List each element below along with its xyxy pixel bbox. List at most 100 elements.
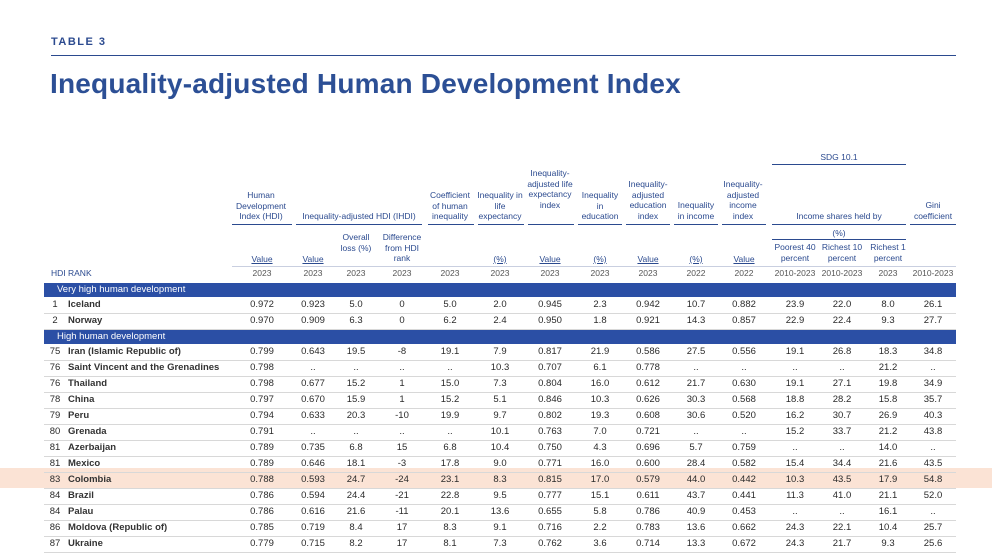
row-cell: 9.3: [881, 315, 895, 326]
row-cell: 26.8: [832, 346, 852, 357]
year-label: 2023: [490, 268, 510, 278]
row-cell: 26.9: [878, 410, 898, 421]
row-cell: 18.1: [346, 458, 366, 469]
row-cell: 21.9: [590, 346, 610, 357]
row-cell: 17: [396, 522, 408, 533]
row-cell: 0.646: [301, 458, 325, 469]
row-cell: 0.779: [250, 538, 274, 549]
row-cell: 10.7: [686, 299, 706, 310]
row-cell: 0.909: [301, 315, 325, 326]
row-cell: 0.857: [732, 315, 756, 326]
table-row: 84 Brazil 0.786 0.594 24.4 -21 22.8 9.5 0.777 15.…: [0, 488, 992, 504]
row-divider: [44, 360, 956, 361]
row-cell: 17.9: [878, 474, 898, 485]
row-cell: 0.600: [636, 458, 660, 469]
row-country: Brazil: [68, 490, 94, 501]
unit-label: Value: [251, 254, 273, 264]
row-cell: 0.719: [301, 522, 325, 533]
row-cell: 0.520: [732, 410, 756, 421]
table-row: 80 Grenada 0.791........ 10.1 0.763 7.0 0.721.…: [0, 424, 992, 440]
row-rank: 80: [49, 426, 61, 437]
row-rank: 75: [49, 346, 61, 357]
row-cell: 0.715: [301, 538, 325, 549]
row-cell: 20.3: [346, 410, 366, 421]
row-cell: ..: [693, 426, 699, 437]
row-cell: 0.789: [250, 442, 274, 453]
row-cell: 0.735: [301, 442, 325, 453]
row-cell: 0.662: [732, 522, 756, 533]
row-cell: 15.9: [346, 394, 366, 405]
row-cell: 19.1: [785, 378, 805, 389]
row-cell: 0.788: [250, 474, 274, 485]
unit-label: (%): [493, 254, 507, 264]
row-cell: 0.707: [538, 362, 562, 373]
row-rank: 81: [49, 442, 61, 453]
row-cell: 0.799: [250, 346, 274, 357]
row-cell: 23.1: [440, 474, 460, 485]
row-cell: 0.950: [538, 315, 562, 326]
row-cell: 22.0: [832, 299, 852, 310]
row-cell: 21.7: [832, 538, 852, 549]
group-very-high: Very high human development: [44, 283, 956, 297]
row-cell: 6.8: [443, 442, 457, 453]
row-cell: 10.3: [785, 474, 805, 485]
row-cell: 43.5: [832, 474, 852, 485]
table-row: 79 Peru 0.794 0.633 20.3 -10 19.9 9.7 0.802 19.3 0…: [0, 408, 992, 424]
row-divider: [44, 552, 956, 553]
row-cell: ..: [693, 362, 699, 373]
header-coef: Coefficient of human inequality: [429, 190, 470, 221]
subheader-diff-rank: Difference from HDI rank: [382, 232, 422, 263]
row-cell: 14.0: [878, 442, 898, 453]
row-cell: 8.3: [493, 474, 507, 485]
year-label: 2023: [303, 268, 323, 278]
row-cell: 8.1: [443, 538, 457, 549]
row-cell: 6.8: [349, 442, 363, 453]
subheader-poorest: Poorest 40 percent: [774, 242, 816, 263]
subheader-richest10: Richest 10 percent: [821, 242, 863, 263]
row-highlight: [0, 468, 992, 488]
header-ineq-life-idx: Inequality-adjusted life expectancy inde…: [527, 168, 573, 210]
row-cell: -11: [395, 506, 409, 517]
row-cell: ..: [930, 442, 936, 453]
row-cell: 0.972: [250, 299, 274, 310]
row-cell: 24.7: [346, 474, 366, 485]
header-gini: Gini coefficient: [913, 200, 953, 221]
row-cell: ..: [447, 426, 453, 437]
row-cell: 0.716: [538, 522, 562, 533]
row-country: Norway: [68, 315, 103, 326]
table-label: TABLE 3: [51, 36, 107, 48]
row-cell: 15.2: [440, 394, 460, 405]
row-cell: 0.791: [250, 426, 274, 437]
year-label: 2010-2023: [912, 268, 954, 278]
row-cell: 0.921: [636, 315, 660, 326]
row-rank: 76: [49, 362, 61, 373]
row-cell: 0.670: [301, 394, 325, 405]
year-label: 2022: [686, 268, 706, 278]
subheader-overall-loss: Overall loss (%): [340, 232, 372, 253]
row-cell: 22.8: [440, 490, 460, 501]
row-rank: 83: [49, 474, 61, 485]
top-rule: [51, 55, 956, 56]
row-divider: [44, 520, 956, 521]
table-row: 81 Azerbaijan 0.789 0.735 6.8 15 6.8 10.4 0.750 4…: [0, 440, 992, 456]
year-label: 2010-2023: [774, 268, 816, 278]
group-high: High human development: [44, 330, 956, 344]
header-ineq-life: Inequality in life expectancy: [477, 190, 523, 221]
row-rank: 84: [49, 490, 61, 501]
sdg-rule: [772, 164, 906, 165]
year-label: 2023: [590, 268, 610, 278]
row-divider: [44, 488, 956, 489]
row-cell: 14.3: [686, 315, 706, 326]
row-cell: 0.626: [636, 394, 660, 405]
row-cell: 0.714: [636, 538, 660, 549]
row-cell: 41.0: [832, 490, 852, 501]
unit-label: Value: [637, 254, 659, 264]
row-cell: 0.556: [732, 346, 756, 357]
row-cell: 40.3: [923, 410, 943, 421]
table-row: 76 Thailand 0.798 0.677 15.2 1 15.0 7.3 0.804 16.…: [0, 376, 992, 392]
year-label: 2023: [346, 268, 366, 278]
row-cell: 0.721: [636, 426, 660, 437]
row-country: China: [68, 394, 95, 405]
row-cell: 8.3: [443, 522, 457, 533]
row-cell: 25.7: [923, 522, 943, 533]
